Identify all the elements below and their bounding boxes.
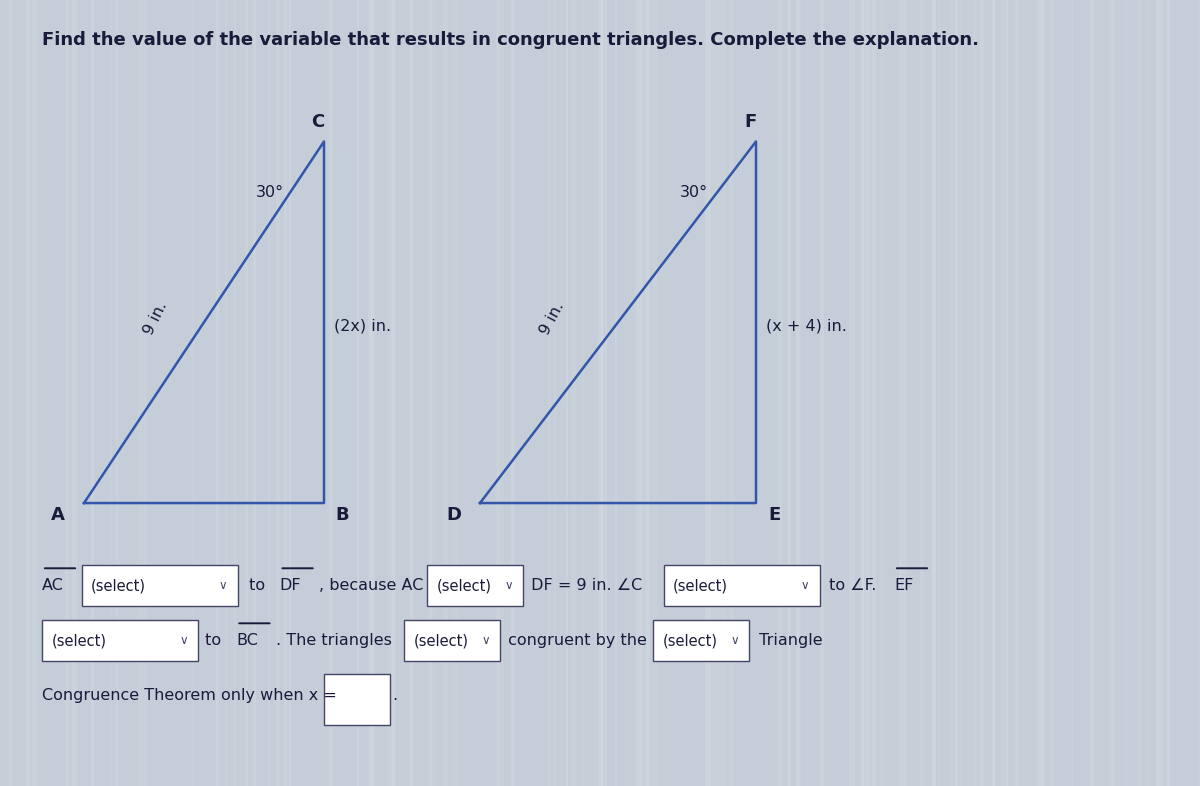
- Text: (2x) in.: (2x) in.: [334, 318, 391, 334]
- Text: EF: EF: [894, 578, 913, 593]
- Text: (select): (select): [414, 633, 469, 648]
- Text: ∨: ∨: [730, 634, 739, 647]
- Bar: [427, 565, 523, 606]
- Text: (select): (select): [437, 578, 492, 593]
- Text: 9 in.: 9 in.: [142, 299, 170, 337]
- Text: B: B: [335, 506, 349, 523]
- Text: (select): (select): [662, 633, 718, 648]
- Text: A: A: [50, 506, 65, 523]
- Text: ∨: ∨: [481, 634, 491, 647]
- Text: C: C: [311, 113, 325, 130]
- Bar: [42, 620, 198, 661]
- Text: (select): (select): [673, 578, 728, 593]
- Bar: [82, 565, 238, 606]
- Bar: [324, 674, 390, 725]
- Text: BC: BC: [236, 633, 258, 648]
- Text: .: .: [392, 688, 397, 703]
- Bar: [653, 620, 749, 661]
- Text: to: to: [200, 633, 227, 648]
- Text: (select): (select): [91, 578, 146, 593]
- Text: E: E: [768, 506, 780, 523]
- Text: to: to: [244, 578, 270, 593]
- Text: ∨: ∨: [179, 634, 188, 647]
- Text: . The triangles: . The triangles: [276, 633, 397, 648]
- Text: Find the value of the variable that results in congruent triangles. Complete the: Find the value of the variable that resu…: [42, 31, 979, 50]
- Text: 9 in.: 9 in.: [538, 299, 566, 337]
- Text: Triangle: Triangle: [754, 633, 822, 648]
- Text: ∨: ∨: [800, 579, 810, 592]
- Text: to ∠F.: to ∠F.: [824, 578, 882, 593]
- Text: ∨: ∨: [218, 579, 228, 592]
- Bar: [404, 620, 500, 661]
- Text: 30°: 30°: [679, 185, 708, 200]
- Text: (select): (select): [52, 633, 107, 648]
- Text: D: D: [446, 506, 461, 523]
- Text: ∨: ∨: [504, 579, 514, 592]
- Text: DF = 9 in. ∠C: DF = 9 in. ∠C: [526, 578, 647, 593]
- Text: (x + 4) in.: (x + 4) in.: [766, 318, 846, 334]
- Text: congruent by the: congruent by the: [503, 633, 652, 648]
- Text: DF: DF: [280, 578, 301, 593]
- Text: AC: AC: [42, 578, 64, 593]
- Bar: [664, 565, 820, 606]
- Text: , because AC: , because AC: [319, 578, 428, 593]
- Text: Congruence Theorem only when x =: Congruence Theorem only when x =: [42, 688, 342, 703]
- Text: 30°: 30°: [256, 185, 284, 200]
- Text: F: F: [744, 113, 756, 130]
